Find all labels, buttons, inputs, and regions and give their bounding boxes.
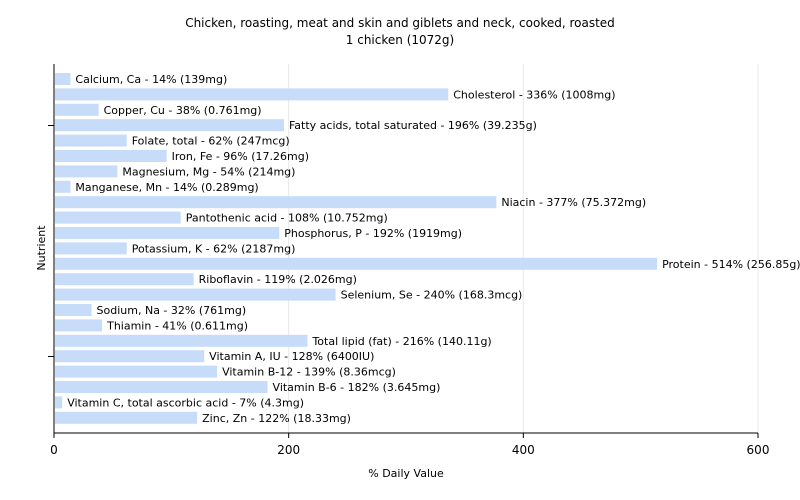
bar-label: Vitamin B-6 - 182% (3.645mg) [273, 381, 441, 394]
bar-labels: Calcium, Ca - 14% (139mg) Cholesterol - 3… [67, 73, 800, 425]
bar [55, 196, 497, 209]
chart-title: Chicken, roasting, meat and skin and gib… [185, 16, 615, 30]
bar [55, 273, 194, 286]
x-axis-title: % Daily Value [368, 467, 444, 480]
bar-label: Selenium, Se - 240% (168.3mcg) [341, 289, 523, 302]
bar-label: Potassium, K - 62% (2187mg) [132, 242, 296, 255]
bar [55, 334, 308, 347]
bar-label: Vitamin A, IU - 128% (6400IU) [209, 350, 374, 363]
bar [55, 288, 336, 301]
bar-label: Sodium, Na - 32% (761mg) [97, 304, 247, 317]
bar-label: Total lipid (fat) - 216% (140.11g) [311, 335, 491, 348]
bars [55, 73, 658, 424]
bar-label: Folate, total - 62% (247mcg) [132, 135, 290, 148]
bar [55, 411, 198, 424]
bar [55, 103, 99, 116]
bar-label: Iron, Fe - 96% (17.26mg) [172, 150, 309, 163]
bar-label: Calcium, Ca - 14% (139mg) [75, 73, 227, 86]
bar-label: Fatty acids, total saturated - 196% (39.… [289, 119, 537, 132]
bar-label: Cholesterol - 336% (1008mg) [453, 88, 615, 101]
bar [55, 396, 63, 409]
bar [55, 350, 205, 363]
axes [48, 64, 758, 434]
grid-lines [288, 64, 759, 433]
x-tick-label: 600 [747, 443, 770, 457]
x-ticks: 0 200 400 600 [50, 433, 769, 457]
bar [55, 319, 103, 332]
bar [55, 165, 118, 178]
bar [55, 257, 658, 270]
bar [55, 381, 268, 393]
bar-label: Manganese, Mn - 14% (0.289mg) [75, 181, 258, 194]
bar [55, 227, 280, 239]
bar-label: Copper, Cu - 38% (0.761mg) [104, 104, 262, 117]
bar [55, 119, 284, 132]
bar [55, 150, 167, 162]
bar-label: Zinc, Zn - 122% (18.33mg) [202, 412, 351, 425]
bar-label: Niacin - 377% (75.372mg) [501, 196, 646, 209]
bar-label: Vitamin C, total ascorbic acid - 7% (4.3… [67, 396, 304, 409]
y-axis-title: Nutrient [35, 225, 48, 271]
bar [55, 211, 181, 224]
bar-label: Vitamin B-12 - 139% (8.36mcg) [222, 366, 396, 379]
bar [55, 73, 71, 85]
bar [55, 365, 218, 378]
bar-label: Magnesium, Mg - 54% (214mg) [122, 165, 295, 178]
bar [55, 180, 71, 193]
bar-label: Phosphorus, P - 192% (1919mg) [284, 227, 462, 240]
x-tick-label: 0 [50, 443, 58, 457]
bar [55, 88, 449, 101]
x-tick-label: 400 [512, 443, 535, 457]
bar-label: Thiamin - 41% (0.611mg) [106, 319, 248, 332]
bar [55, 242, 127, 255]
bar [55, 304, 92, 316]
bar-label: Riboflavin - 119% (2.026mg) [199, 273, 357, 286]
x-tick-label: 200 [277, 443, 300, 457]
bar-label: Protein - 514% (256.85g) [662, 258, 800, 271]
bar-label: Pantothenic acid - 108% (10.752mg) [186, 212, 388, 225]
bar [55, 134, 127, 147]
chart-subtitle: 1 chicken (1072g) [346, 33, 454, 47]
